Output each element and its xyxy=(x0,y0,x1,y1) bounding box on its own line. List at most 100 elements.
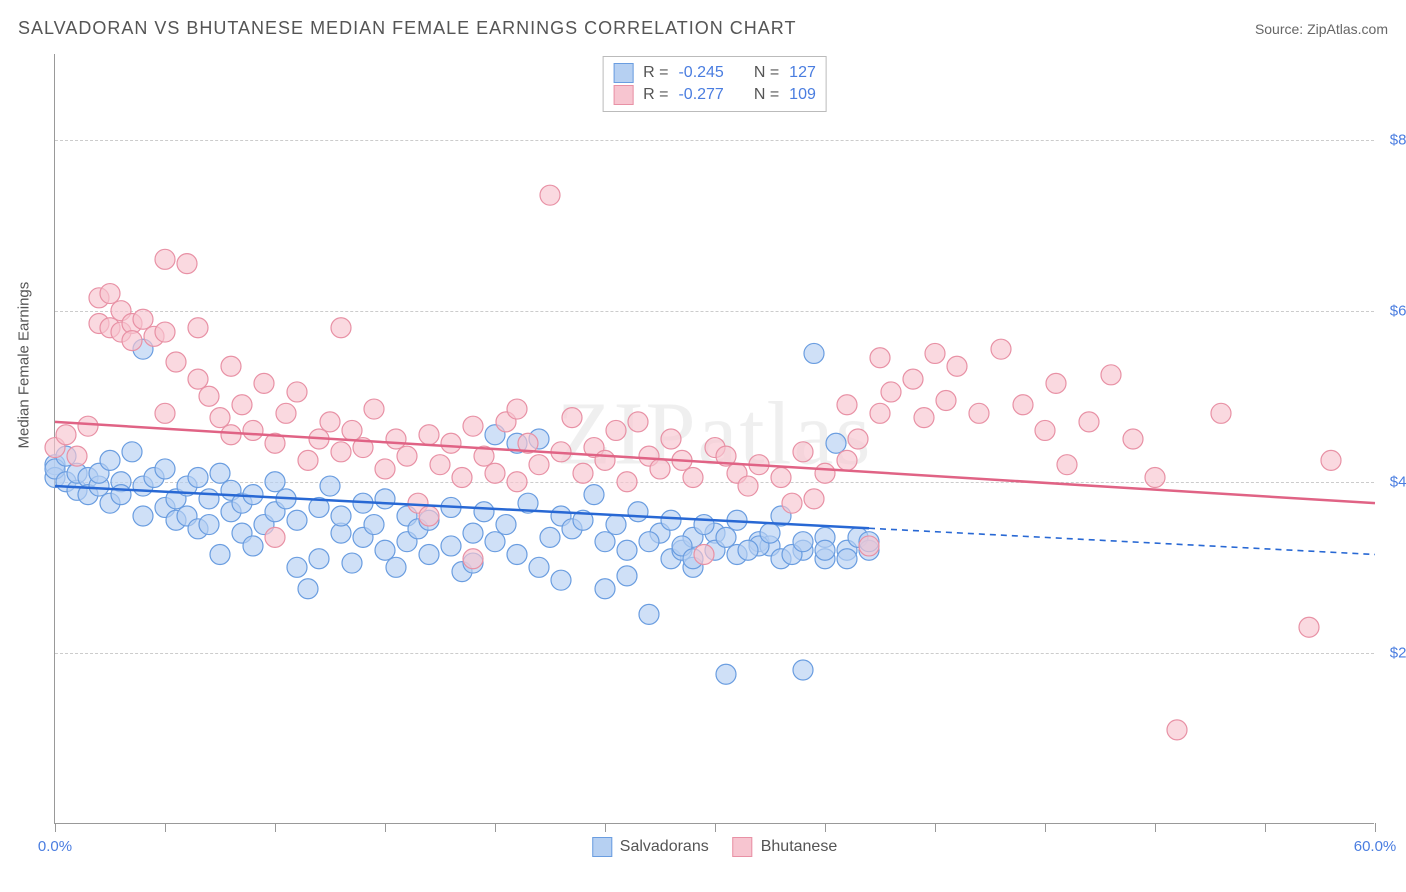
data-point xyxy=(903,369,923,389)
data-point xyxy=(540,185,560,205)
data-point xyxy=(1167,720,1187,740)
data-point xyxy=(243,485,263,505)
stat-label-n: N = xyxy=(754,86,779,104)
data-point xyxy=(452,468,472,488)
x-tick xyxy=(715,823,716,832)
data-point xyxy=(716,664,736,684)
data-point xyxy=(694,545,714,565)
data-point xyxy=(188,468,208,488)
data-point xyxy=(793,532,813,552)
y-tick-label: $20,000 xyxy=(1382,644,1406,661)
data-point xyxy=(595,532,615,552)
data-point xyxy=(1013,395,1033,415)
data-point xyxy=(573,463,593,483)
legend-label: Salvadorans xyxy=(620,838,709,856)
data-point xyxy=(661,510,681,530)
data-point xyxy=(496,515,516,535)
data-point xyxy=(771,468,791,488)
data-point xyxy=(485,463,505,483)
data-point xyxy=(485,532,505,552)
data-point xyxy=(1123,429,1143,449)
data-point xyxy=(1046,373,1066,393)
data-point xyxy=(155,249,175,269)
data-point xyxy=(716,527,736,547)
data-point xyxy=(529,455,549,475)
data-point xyxy=(188,369,208,389)
data-point xyxy=(320,476,340,496)
data-point xyxy=(133,506,153,526)
legend-swatch xyxy=(592,837,612,857)
data-point xyxy=(232,395,252,415)
data-point xyxy=(430,455,450,475)
legend-label: Bhutanese xyxy=(761,838,838,856)
x-tick-label-max: 60.0% xyxy=(1354,838,1397,855)
data-point xyxy=(925,343,945,363)
data-point xyxy=(639,604,659,624)
y-axis-title: Median Female Earnings xyxy=(16,282,33,449)
x-tick xyxy=(165,823,166,832)
y-tick-label: $60,000 xyxy=(1382,302,1406,319)
data-point xyxy=(804,489,824,509)
data-point xyxy=(1321,450,1341,470)
x-tick xyxy=(605,823,606,832)
data-point xyxy=(210,463,230,483)
data-point xyxy=(507,545,527,565)
x-tick-label-min: 0.0% xyxy=(38,838,72,855)
data-point xyxy=(1299,617,1319,637)
data-point xyxy=(287,557,307,577)
legend-swatch xyxy=(613,63,633,83)
data-point xyxy=(628,412,648,432)
data-point xyxy=(386,429,406,449)
data-point xyxy=(133,309,153,329)
data-point xyxy=(991,339,1011,359)
data-point xyxy=(342,420,362,440)
data-point xyxy=(793,442,813,462)
x-tick xyxy=(825,823,826,832)
data-point xyxy=(419,425,439,445)
stat-value-n: 109 xyxy=(789,86,816,104)
stat-label-r: R = xyxy=(643,86,668,104)
data-point xyxy=(815,463,835,483)
data-point xyxy=(287,510,307,530)
data-point xyxy=(199,386,219,406)
data-point xyxy=(617,472,637,492)
x-tick xyxy=(1375,823,1376,832)
data-point xyxy=(287,382,307,402)
data-point xyxy=(122,331,142,351)
data-point xyxy=(529,557,549,577)
legend: Salvadorans Bhutanese xyxy=(592,837,837,857)
data-point xyxy=(342,553,362,573)
data-point xyxy=(1211,403,1231,423)
x-tick xyxy=(1265,823,1266,832)
legend-item: Salvadorans xyxy=(592,837,709,857)
data-point xyxy=(210,408,230,428)
data-point xyxy=(463,523,483,543)
data-point xyxy=(914,408,934,428)
x-tick xyxy=(385,823,386,832)
data-point xyxy=(595,450,615,470)
data-point xyxy=(1079,412,1099,432)
data-point xyxy=(507,399,527,419)
data-point xyxy=(474,502,494,522)
data-point xyxy=(364,399,384,419)
data-point xyxy=(1057,455,1077,475)
source-label: Source: ZipAtlas.com xyxy=(1255,21,1388,37)
x-tick xyxy=(935,823,936,832)
data-point xyxy=(419,506,439,526)
data-point xyxy=(881,382,901,402)
data-point xyxy=(738,476,758,496)
y-tick-label: $80,000 xyxy=(1382,131,1406,148)
data-point xyxy=(617,540,637,560)
data-point xyxy=(331,506,351,526)
data-point xyxy=(837,395,857,415)
x-tick xyxy=(1155,823,1156,832)
data-point xyxy=(804,343,824,363)
data-point xyxy=(298,579,318,599)
x-tick xyxy=(55,823,56,832)
data-point xyxy=(606,515,626,535)
data-point xyxy=(837,450,857,470)
y-tick-label: $40,000 xyxy=(1382,473,1406,490)
data-point xyxy=(276,403,296,423)
data-point xyxy=(397,446,417,466)
data-point xyxy=(298,450,318,470)
